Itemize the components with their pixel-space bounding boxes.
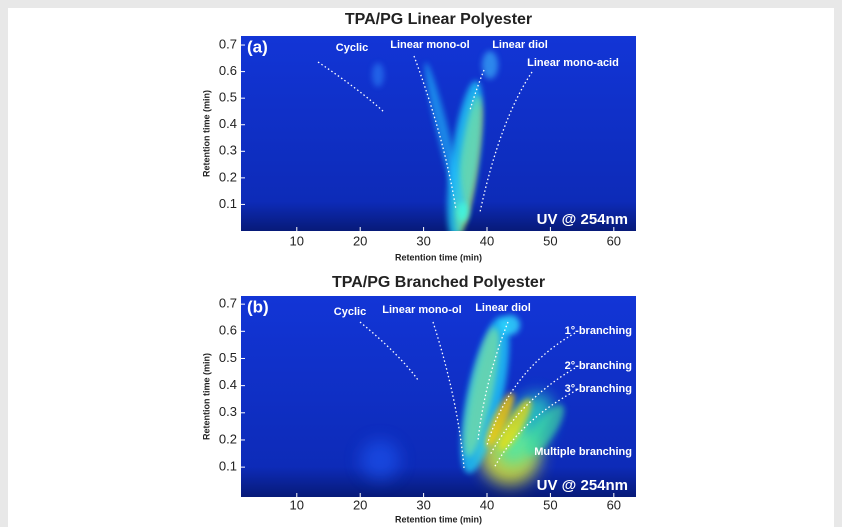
guide-line [432,321,465,469]
heat-feature [482,51,498,79]
x-axis-label: Retention time (min) [395,514,482,524]
y-tick-label: 0.7 [219,36,237,51]
plot-area [241,296,636,497]
x-tick-label: 20 [353,497,367,512]
x-tick-label: 60 [607,497,621,512]
x-axis-label: Retention time (min) [395,252,482,262]
x-tick-label: 10 [290,497,304,512]
y-tick-label: 0.4 [219,116,237,131]
chart-title: TPA/PG Branched Polyester [332,274,545,291]
x-tick-label: 30 [416,233,430,248]
x-tick-label: 30 [416,497,430,512]
annotation: Linear mono-acid [527,57,619,69]
heatmap [241,36,636,231]
annotation: Cyclic [336,42,368,54]
annotation: 3°-branching [565,383,632,395]
y-tick-label: 0.6 [219,323,237,338]
heatmap [241,296,636,497]
x-tick-label: 60 [607,233,621,248]
guide-line [469,69,485,111]
x-tick-label: 20 [353,233,367,248]
y-axis-label: Retention time (min) [201,90,211,177]
annotation: Multiple branching [534,446,632,458]
x-tick-label: 50 [543,233,557,248]
guide-line [479,71,533,213]
heat-feature [360,440,400,480]
y-tick-label: 0.3 [219,143,237,158]
y-tick-label: 0.5 [219,350,237,365]
detector-label: UV @ 254nm [537,477,628,494]
annotation: Linear mono-ol [382,304,461,316]
annotation: Linear diol [475,302,531,314]
heat-feature [498,398,532,452]
annotation: 2°-branching [565,360,632,372]
annotation: 1°-branching [565,325,632,337]
detector-label: UV @ 254nm [537,211,628,228]
panel-label: (b) [247,297,269,316]
heat-features [372,51,498,231]
guide-line [413,55,457,211]
y-tick-label: 0.6 [219,63,237,78]
y-tick-label: 0.1 [219,196,237,211]
panel-label: (a) [247,37,268,56]
heat-feature [485,392,515,448]
y-tick-label: 0.7 [219,296,237,311]
y-tick-label: 0.4 [219,377,237,392]
heat-feature [457,202,469,222]
annotation: Linear diol [492,39,548,51]
guide-line [486,332,576,446]
y-tick-label: 0.3 [219,404,237,419]
x-tick-label: 10 [290,233,304,248]
chart-title: TPA/PG Linear Polyester [345,11,532,28]
guide-line [477,321,509,441]
guide-line [489,367,576,456]
x-tick-label: 40 [480,233,494,248]
y-axis-label: Retention time (min) [201,353,211,440]
annotation: Linear mono-ol [390,39,469,51]
heat-feature [372,63,384,87]
x-tick-label: 40 [480,497,494,512]
y-tick-label: 0.2 [219,169,237,184]
heat-feature [424,62,466,218]
guide-line [493,389,578,469]
heat-feature [500,315,520,335]
heat-feature [525,404,565,456]
x-tick-label: 50 [543,497,557,512]
y-tick-label: 0.5 [219,90,237,105]
annotation: Cyclic [334,306,366,318]
y-tick-label: 0.2 [219,431,237,446]
y-tick-label: 0.1 [219,459,237,474]
